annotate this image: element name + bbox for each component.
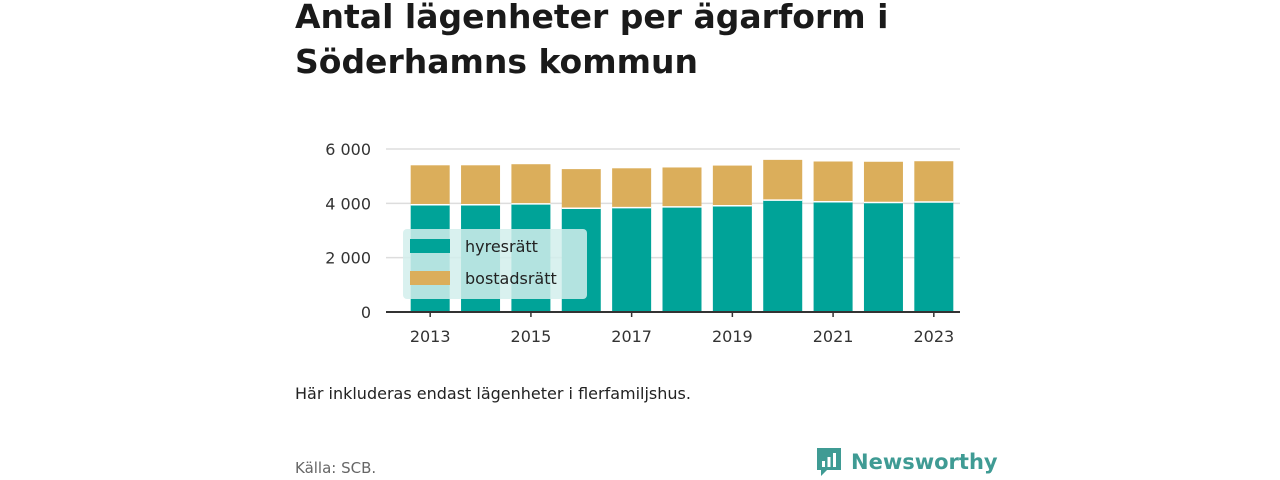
bar-hyresratt-2022	[863, 202, 903, 312]
bar-hyresratt-2018	[662, 206, 702, 312]
brand-name: Newsworthy	[851, 450, 998, 474]
bar-bostadsratt-2021	[813, 161, 853, 202]
newsworthy-logo-icon	[817, 448, 841, 476]
legend-swatch-bostadsratt	[410, 271, 450, 285]
x-tick-label: 2023	[913, 327, 954, 346]
stacked-bar-chart: 0 2 000 4 000 6 000 2013 2015 2017 2019 2021 2023…	[325, 140, 960, 346]
bar-bostadsratt-2019	[712, 165, 752, 206]
y-tick-label: 4 000	[325, 194, 371, 213]
bar-bostadsratt-2022	[863, 161, 903, 203]
bar-bostadsratt-2023	[914, 161, 954, 202]
bar-hyresratt-2019	[712, 205, 752, 312]
y-tick-label: 2 000	[325, 249, 371, 268]
bar-bostadsratt-2020	[763, 159, 803, 201]
bar-hyresratt-2021	[813, 201, 853, 312]
y-tick-label: 6 000	[325, 140, 371, 159]
bar-hyresratt-2017	[612, 207, 652, 312]
chart-note: Här inkluderas endast lägenheter i flerf…	[295, 384, 691, 403]
x-tick-label: 2017	[611, 327, 652, 346]
legend-label-bostadsratt: bostadsrätt	[465, 269, 557, 288]
bar-bostadsratt-2013	[410, 165, 450, 205]
bar-bostadsratt-2017	[612, 168, 652, 208]
bar-hyresratt-2020	[763, 200, 803, 312]
x-tick-label: 2021	[813, 327, 854, 346]
x-tick-label: 2013	[410, 327, 451, 346]
bar-hyresratt-2023	[914, 201, 954, 312]
x-tick-label: 2019	[712, 327, 753, 346]
bar-bostadsratt-2015	[511, 164, 551, 204]
source-text: Källa: SCB.	[295, 459, 377, 477]
y-tick-label: 0	[361, 303, 371, 322]
bar-bostadsratt-2014	[461, 165, 501, 205]
legend-label-hyresratt: hyresrätt	[465, 237, 538, 256]
chart-title: Antal lägenheter per ägarform i Söderham…	[295, 0, 889, 81]
legend-swatch-hyresratt	[410, 239, 450, 253]
x-tick-label: 2015	[511, 327, 552, 346]
bar-bostadsratt-2016	[561, 169, 601, 209]
bar-bostadsratt-2018	[662, 167, 702, 207]
newsworthy-brand[interactable]: Newsworthy	[815, 446, 998, 478]
